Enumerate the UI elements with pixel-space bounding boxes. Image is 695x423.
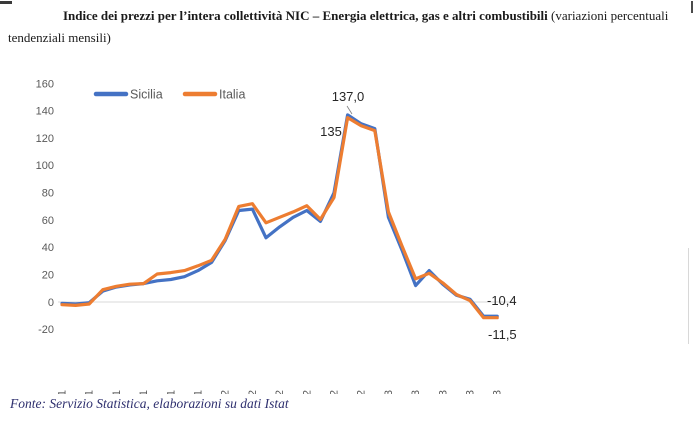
x-tick-label: Mar-2021: [84, 390, 96, 394]
source-note: Fonte: Servizio Statistica, elaborazioni…: [10, 396, 610, 412]
x-tick-label: Mag-2023: [437, 390, 449, 394]
chart-title-subtitle-line1: (variazioni percentuali: [551, 8, 669, 23]
x-axis-ticks: Gen-2021 Mar-2021 Mag-2021 Lug-2021 Set-2021…: [57, 390, 504, 423]
chart-area: 160 140 120 100 80 60 40 20 0 -20 Gen-2021 Mar-2021…: [0, 64, 695, 423]
x-tick-label: Lug-2022: [301, 390, 313, 394]
y-tick-label: 20: [42, 269, 54, 281]
x-tick-label: Nov-2021: [193, 390, 205, 394]
y-axis-ticks: 160 140 120 100 80 60 40 20 0 -20: [36, 78, 54, 336]
data-label: -11,5: [488, 327, 517, 342]
page-border-artifact-top-left: [0, 1, 12, 4]
y-tick-label: -20: [38, 324, 54, 336]
x-tick-label: Mag-2022: [274, 390, 286, 394]
y-tick-label: 120: [36, 133, 54, 145]
x-tick-label: Set-2023: [492, 390, 504, 394]
x-tick-label: Mar-2023: [410, 390, 422, 394]
chart-title-subtitle-line2: tendenziali mensili): [8, 30, 111, 45]
x-tick-label: Gen-2021: [57, 390, 69, 394]
chart-title-main: Indice dei prezzi per l’intera collettiv…: [63, 8, 548, 23]
x-tick-label: Set-2021: [165, 390, 177, 394]
data-label: -10,4: [487, 293, 517, 308]
x-tick-label: Lug-2023: [465, 390, 477, 394]
annotation-leader: [346, 105, 353, 115]
y-tick-label: 80: [42, 188, 54, 200]
footer-text: Fonte: Servizio Statistica, elaborazioni…: [10, 396, 289, 411]
data-label: 135: [320, 124, 342, 139]
x-tick-label: Mar-2022: [247, 390, 259, 394]
y-tick-label: 40: [42, 242, 54, 254]
x-tick-label: Gen-2023: [383, 390, 395, 394]
annotations: 137,0 135 -10,4 -11,5: [320, 89, 517, 342]
x-tick-label: Gen-2022: [220, 390, 232, 394]
y-tick-label: 100: [36, 160, 54, 172]
y-tick-label: 140: [36, 106, 54, 118]
y-tick-label: 60: [42, 215, 54, 227]
page-border-artifact-top-right: [691, 1, 693, 13]
y-tick-label: 160: [36, 78, 54, 90]
y-tick-label: 0: [48, 297, 54, 309]
x-tick-label: Mag-2021: [111, 390, 123, 394]
x-tick-label: Nov-2022: [356, 390, 368, 394]
chart-title: Indice dei prezzi per l’intera collettiv…: [8, 5, 692, 49]
x-tick-label: Lug-2021: [138, 390, 150, 394]
legend: Sicilia Italia: [93, 88, 245, 102]
italia-line: [60, 115, 499, 320]
page-border-artifact-right: [688, 248, 689, 344]
legend-label-italia: Italia: [219, 88, 245, 102]
chart-svg: 160 140 120 100 80 60 40 20 0 -20 Gen-2021 Mar-2021…: [36, 78, 517, 423]
x-tick-label: Set-2022: [329, 390, 341, 394]
legend-label-sicilia: Sicilia: [130, 88, 163, 102]
data-label: 137,0: [332, 89, 365, 104]
